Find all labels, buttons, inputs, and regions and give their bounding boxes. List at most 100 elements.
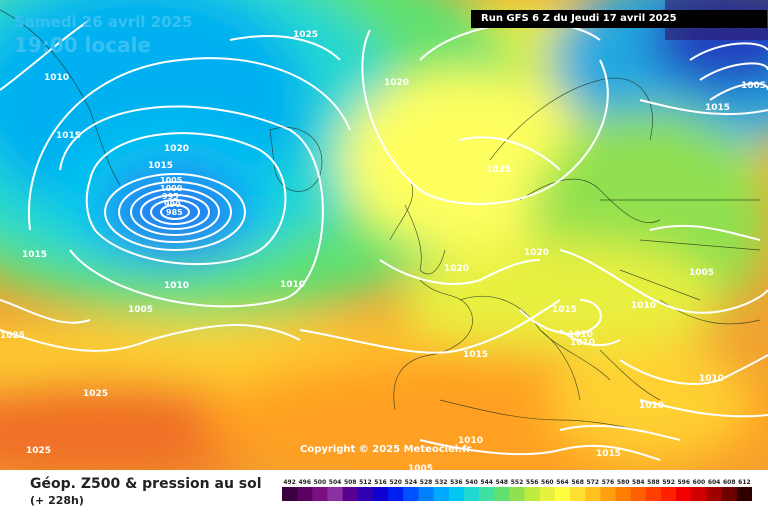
pressure-label: 990 xyxy=(164,200,181,209)
scale-swatch xyxy=(524,487,541,501)
pressure-label: 1010 xyxy=(280,280,305,290)
scale-tick-label: 512 xyxy=(359,479,372,486)
pressure-label: 1015 xyxy=(552,305,577,315)
map-footer: Géop. Z500 & pression au sol (+ 228h) 49… xyxy=(0,470,768,512)
pressure-label: 1005 xyxy=(741,81,766,91)
pressure-label: 995 xyxy=(162,192,179,201)
scale-tick-label: 548 xyxy=(496,479,509,486)
scale-swatch xyxy=(721,487,738,501)
color-scale-legend: 492 496 500 504 508 512 516 520 524 528 532 536 540 5… xyxy=(282,479,752,501)
map-title: Géop. Z500 & pression au sol xyxy=(30,476,262,492)
scale-swatch xyxy=(463,487,480,501)
pressure-label: 1025 xyxy=(26,446,51,456)
copyright-notice: Copyright © 2025 Meteociel.fr xyxy=(300,444,472,455)
scale-tick-label: 592 xyxy=(662,479,675,486)
scale-tick-label: 580 xyxy=(617,479,630,486)
pressure-label: 1010 xyxy=(568,330,593,340)
pressure-label: 985 xyxy=(166,208,183,217)
pressure-label: 1015 xyxy=(463,350,488,360)
scale-tick-label: 500 xyxy=(314,479,327,486)
scale-tick-label: 540 xyxy=(465,479,478,486)
scale-swatch xyxy=(691,487,708,501)
pressure-label: 1020 xyxy=(164,144,189,154)
scale-tick-label: 584 xyxy=(632,479,645,486)
scale-swatch xyxy=(479,487,495,501)
pressure-label: 1010 xyxy=(631,301,656,311)
scale-swatch xyxy=(282,487,298,501)
scale-tick-label: 492 xyxy=(283,479,296,486)
pressure-label: 1005 xyxy=(128,305,153,315)
scale-swatch xyxy=(388,487,404,501)
scale-tick-label: 576 xyxy=(602,479,615,486)
scale-tick-label: 536 xyxy=(450,479,463,486)
pressure-label: 1025 xyxy=(0,331,25,341)
scale-swatch xyxy=(448,487,465,501)
scale-swatch xyxy=(433,487,450,501)
scale-tick-label: 516 xyxy=(374,479,387,486)
scale-swatch xyxy=(600,487,617,501)
scale-tick-label: 524 xyxy=(405,479,418,486)
pressure-label: 1020 xyxy=(524,248,549,258)
pressure-label: 1010 xyxy=(458,436,483,446)
scale-swatch xyxy=(312,487,328,501)
scale-tick-label: 564 xyxy=(556,479,569,486)
scale-swatch xyxy=(539,487,556,501)
pressure-label: 1025 xyxy=(293,30,318,40)
pressure-label: 1010 xyxy=(164,281,189,291)
scale-swatch xyxy=(509,487,526,501)
pressure-label: 1005 xyxy=(408,464,433,470)
scale-swatch xyxy=(615,487,632,501)
scale-swatch xyxy=(706,487,723,501)
pressure-label: 1015 xyxy=(596,449,621,459)
scale-tick-label: 608 xyxy=(723,479,736,486)
scale-swatch xyxy=(661,487,677,501)
scale-tick-label: 596 xyxy=(678,479,691,486)
pressure-label: 1010 xyxy=(639,401,664,411)
scale-tick-label: 612 xyxy=(738,479,751,486)
model-run-label: Run GFS 6 Z du Jeudi 17 avril 2025 xyxy=(471,10,767,28)
scale-tick-label: 508 xyxy=(344,479,357,486)
pressure-label: 1010 xyxy=(570,338,595,348)
scale-tick-label: 600 xyxy=(693,479,706,486)
scale-swatch xyxy=(357,487,374,501)
scale-swatch xyxy=(554,487,571,501)
pressure-label: 1025 xyxy=(486,165,511,175)
scale-tick-label: 604 xyxy=(708,479,721,486)
forecast-offset: (+ 228h) xyxy=(30,494,84,507)
scale-tick-label: 532 xyxy=(435,479,448,486)
z500-shading xyxy=(0,0,768,470)
scale-tick-label: 568 xyxy=(571,479,584,486)
pressure-label: 1020 xyxy=(444,264,469,274)
pressure-label: 1025 xyxy=(83,389,108,399)
scale-tick-label: 496 xyxy=(298,479,311,486)
scale-swatch xyxy=(403,487,419,501)
scale-swatch xyxy=(630,487,647,501)
scale-swatch xyxy=(645,487,662,501)
scale-tick-label: 572 xyxy=(587,479,600,486)
forecast-time: 19:00 locale xyxy=(14,33,151,57)
scale-swatch xyxy=(372,487,389,501)
pressure-label-layer: 1025 1020 1010 1015 1020 1015 1005 1000 … xyxy=(0,30,766,470)
pressure-label: 1015 xyxy=(705,103,730,113)
pressure-label: 1015 xyxy=(22,250,47,260)
scale-swatch xyxy=(585,487,601,501)
scale-tick-label: 556 xyxy=(526,479,539,486)
scale-swatch xyxy=(297,487,313,501)
scale-swatch xyxy=(736,487,752,501)
scale-tick-label: 560 xyxy=(541,479,554,486)
pressure-label: 1010 xyxy=(699,374,724,384)
scale-tick-label: 544 xyxy=(480,479,493,486)
scale-tick-label: 528 xyxy=(420,479,433,486)
scale-swatch xyxy=(327,487,344,501)
scale-tick-label: 588 xyxy=(647,479,660,486)
pressure-label: 1000 xyxy=(160,184,183,193)
scale-tick-label: 520 xyxy=(389,479,402,486)
scale-swatch xyxy=(570,487,586,501)
pressure-label: 1015 xyxy=(56,131,81,141)
geopotential-map: 1025 1020 1010 1015 1020 1015 1005 1000 … xyxy=(0,0,768,470)
forecast-date: Samedi 26 avril 2025 xyxy=(14,13,193,31)
scale-tick-label: 552 xyxy=(511,479,524,486)
scale-swatch xyxy=(494,487,510,501)
scale-tick-label: 504 xyxy=(329,479,342,486)
